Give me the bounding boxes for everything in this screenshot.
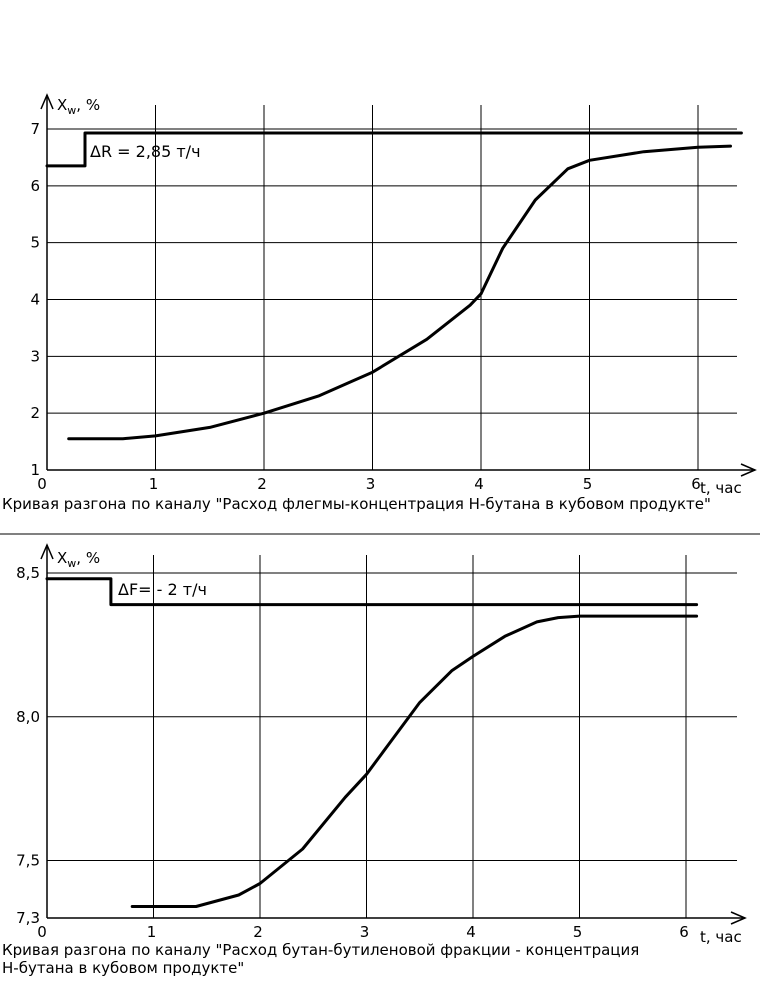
y-tick-label-2: 8,0 [16, 708, 40, 726]
x-tick-label-0: 0 [37, 923, 47, 941]
x-axis-arrow [730, 911, 747, 925]
y-axis-arrow [40, 93, 54, 110]
y-tick-label-5: 6 [30, 177, 40, 195]
x-tick-label-4: 4 [466, 923, 476, 941]
y-axis-label: Xw, % [57, 549, 100, 570]
x-tick-label-4: 4 [474, 475, 484, 493]
x-axis-label: t, час [700, 928, 742, 946]
x-tick-label-3: 3 [360, 923, 370, 941]
y-axis-arrow [40, 543, 54, 560]
chart-bottom: 7,3 7,5 8,0 8,5 0 1 2 3 4 5 6 Xw, % t, час ΔF= - 2 т/… [16, 543, 747, 946]
y-tick-label-6: 7 [30, 120, 40, 138]
x-tick-label-0: 0 [37, 475, 47, 493]
caption-bottom-line-2: Н-бутана в кубовом продукте" [2, 959, 245, 977]
x-tick-label-3: 3 [366, 475, 376, 493]
y-tick-label-0: 7,3 [16, 909, 40, 927]
caption-bottom: Кривая разгона по каналу "Расход бутан-б… [2, 941, 639, 977]
x-tick-label-6: 6 [679, 923, 689, 941]
series-step-input [45, 577, 699, 607]
caption-top: Кривая разгона по каналу "Расход флегмы-… [2, 495, 711, 513]
x-axis-label: t, час [700, 479, 742, 497]
series-step-input [45, 131, 743, 168]
y-tick-label-1: 2 [30, 404, 40, 422]
x-tick-label-5: 5 [583, 475, 593, 493]
x-tick-label-5: 5 [573, 923, 583, 941]
caption-top-line-1: Кривая разгона по каналу "Расход флегмы-… [2, 495, 711, 513]
y-tick-label-3: 4 [30, 291, 40, 309]
x-tick-label-6: 6 [691, 475, 701, 493]
series-response [67, 144, 732, 441]
x-tick-label-2: 2 [257, 475, 267, 493]
y-tick-label-2: 3 [30, 347, 40, 365]
y-tick-label-1: 7,5 [16, 852, 40, 870]
y-axis-label: Xw, % [57, 96, 100, 117]
step-annotation: ΔR = 2,85 т/ч [90, 142, 201, 161]
x-tick-label-1: 1 [147, 923, 157, 941]
series-response [130, 614, 699, 908]
caption-bottom-line-1: Кривая разгона по каналу "Расход бутан-б… [2, 941, 640, 959]
x-axis-arrow [740, 463, 757, 477]
step-annotation: ΔF= - 2 т/ч [118, 580, 207, 599]
x-tick-label-2: 2 [253, 923, 263, 941]
y-tick-label-3: 8,5 [16, 564, 40, 582]
y-tick-label-0: 1 [30, 461, 40, 479]
x-tick-label-1: 1 [149, 475, 159, 493]
y-tick-label-4: 5 [30, 234, 40, 252]
